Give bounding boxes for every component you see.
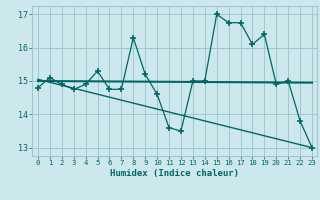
X-axis label: Humidex (Indice chaleur): Humidex (Indice chaleur)	[110, 169, 239, 178]
